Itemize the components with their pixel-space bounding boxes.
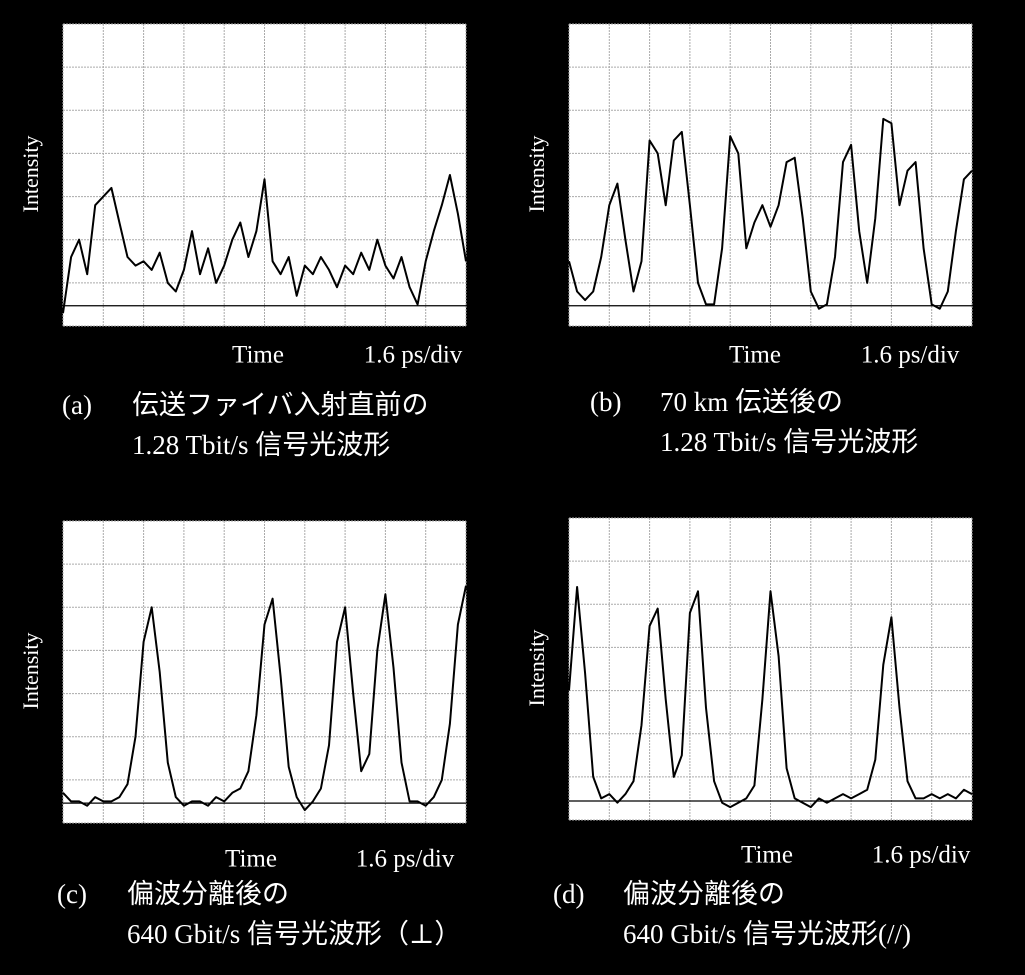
time-scale: 1.6 ps/div xyxy=(872,842,971,869)
time-scale: 1.6 ps/div xyxy=(356,846,455,873)
y-axis-label: Intensity xyxy=(524,630,549,707)
waveform xyxy=(62,174,467,314)
caption-line: 640 Gbit/s 信号光波形（⊥） xyxy=(127,919,461,949)
y-axis-label: Intensity xyxy=(18,136,43,213)
time-scale: 1.6 ps/div xyxy=(364,342,463,369)
caption-line: 偏波分離後の xyxy=(127,879,289,909)
y-axis-label: Intensity xyxy=(18,633,43,710)
panel-label: (d) xyxy=(553,879,584,909)
y-axis-label: Intensity xyxy=(524,136,549,213)
waveform xyxy=(62,585,467,812)
caption-line: 1.28 Tbit/s 信号光波形 xyxy=(660,427,918,457)
x-axis-label: Time xyxy=(232,342,284,369)
time-scale: 1.6 ps/div xyxy=(861,342,960,369)
x-axis-label: Time xyxy=(741,842,793,869)
caption-line: 640 Gbit/s 信号光波形(//) xyxy=(623,919,911,949)
caption-line: 70 km 伝送後の xyxy=(660,387,843,417)
panel-label: (a) xyxy=(62,390,92,420)
waveform xyxy=(568,117,973,310)
panel-label: (b) xyxy=(590,387,621,417)
caption-line: 伝送ファイバ入射直前の xyxy=(132,390,428,420)
caption-line: 偏波分離後の xyxy=(623,879,785,909)
caption-line: 1.28 Tbit/s 信号光波形 xyxy=(132,430,390,460)
waveform xyxy=(568,586,973,809)
x-axis-label: Time xyxy=(729,342,781,369)
panel-label: (c) xyxy=(57,879,87,909)
x-axis-label: Time xyxy=(225,846,277,873)
